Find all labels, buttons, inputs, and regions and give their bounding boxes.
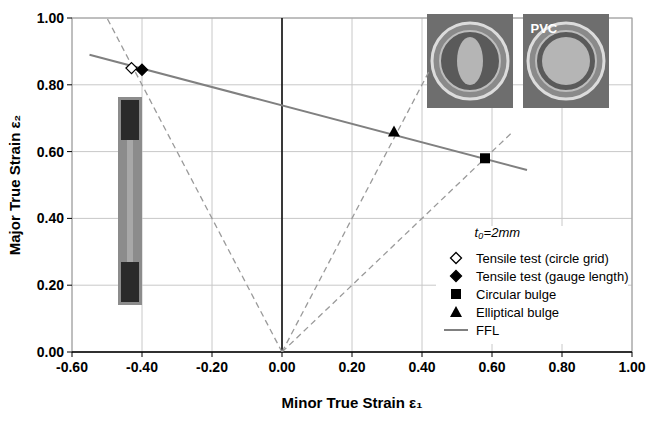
background xyxy=(0,0,646,424)
legend-box xyxy=(436,226,628,344)
tick-y xyxy=(67,352,72,353)
tick-label-y: 0.80 xyxy=(37,77,64,93)
grid-line-x xyxy=(352,18,353,352)
point xyxy=(126,63,137,74)
annotation: t₀=2mm xyxy=(475,225,521,240)
tick-label-x: -0.20 xyxy=(196,359,228,375)
tick-label-x: 0.80 xyxy=(548,359,575,375)
tick-label-x: 0.20 xyxy=(338,359,365,375)
specimen-grip xyxy=(121,262,139,302)
tick-x xyxy=(282,352,283,357)
y-axis-line xyxy=(281,18,283,352)
legend-label: Tensile test (circle grid) xyxy=(476,251,609,266)
legend-swatch xyxy=(450,306,462,317)
specimen-photo xyxy=(118,97,142,305)
tick-label-x: 0.60 xyxy=(478,359,505,375)
tick-label-x: 0.40 xyxy=(408,359,435,375)
point xyxy=(137,64,148,75)
tick-x xyxy=(212,352,213,357)
strain-path xyxy=(107,18,282,352)
x-axis-title: Minor True Strain ε₁ xyxy=(282,394,423,411)
point xyxy=(480,153,490,163)
tick-x xyxy=(422,352,423,357)
tick-label-y: 1.00 xyxy=(37,10,64,26)
tick-y xyxy=(67,285,72,286)
plot-frame xyxy=(72,18,632,352)
grid-line-x xyxy=(212,18,213,352)
grid-line-x xyxy=(282,18,283,352)
annotation: PVC xyxy=(531,21,558,36)
photo xyxy=(427,14,513,108)
tick-y xyxy=(67,151,72,152)
photo-ring xyxy=(432,23,508,99)
tick-label-x: -0.60 xyxy=(56,359,88,375)
legend-swatch xyxy=(451,253,462,264)
legend: Tensile test (circle grid) Tensile test (… xyxy=(436,226,628,344)
legend-label: Tensile test (gauge length) xyxy=(476,269,628,284)
tick-label-x: -0.40 xyxy=(126,359,158,375)
strain-path xyxy=(282,71,429,352)
photos xyxy=(118,14,609,305)
photo-ring xyxy=(536,31,596,91)
point xyxy=(388,126,400,137)
tick-y xyxy=(67,84,72,85)
legend-label: Circular bulge xyxy=(476,287,556,302)
tick-label-y: 0.00 xyxy=(37,344,64,360)
specimen-gauge xyxy=(127,140,133,262)
tick-label-y: 0.40 xyxy=(37,210,64,226)
tick-label-x: 0.00 xyxy=(268,359,295,375)
tick-label-x: 1.00 xyxy=(618,359,645,375)
tick-y xyxy=(67,18,72,19)
ffl-line xyxy=(90,55,528,170)
photo xyxy=(523,14,609,108)
legend-swatch xyxy=(444,329,468,331)
tick-y xyxy=(67,218,72,219)
legend-swatch xyxy=(451,289,461,299)
legend-label: FFL xyxy=(476,323,499,338)
grid-line-x xyxy=(422,18,423,352)
tick-x xyxy=(142,352,143,357)
photo-ring xyxy=(440,31,500,91)
specimen-grip xyxy=(121,100,139,140)
tick-x xyxy=(352,352,353,357)
photo-dome xyxy=(542,37,590,85)
chart: -0.60 -0.40 -0.20 0.00 0.20 0.40 0.60 0.80 1.00 0… xyxy=(0,0,646,424)
tick-label-y: 0.60 xyxy=(37,144,64,160)
grid-line-y xyxy=(72,151,632,152)
tick-x xyxy=(562,352,563,357)
photo-dome xyxy=(457,37,483,85)
tick-x xyxy=(632,352,633,357)
legend-label: Elliptical bulge xyxy=(476,305,559,320)
tick-x xyxy=(492,352,493,357)
legend-swatch xyxy=(451,271,462,282)
tick-x xyxy=(72,352,73,357)
tick-label-y: 0.20 xyxy=(37,277,64,293)
y-axis-title: Major True Strain ε₂ xyxy=(6,115,23,255)
